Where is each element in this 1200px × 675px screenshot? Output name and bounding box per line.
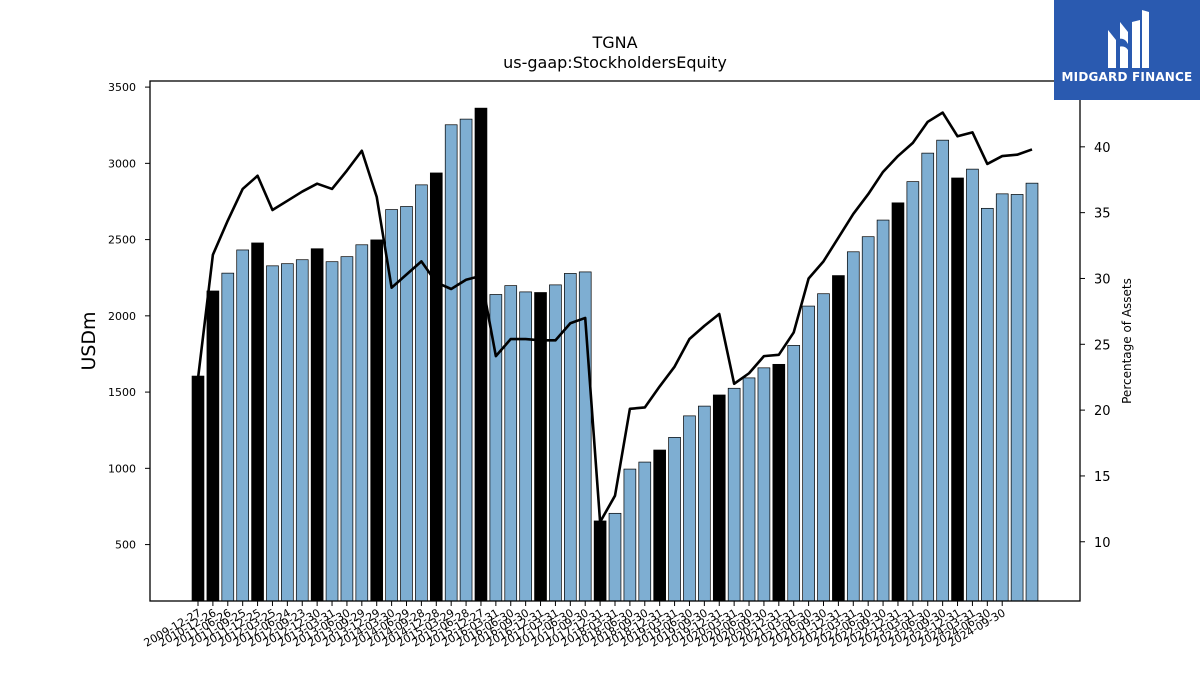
y2-tick-label: 10 xyxy=(1094,536,1111,551)
y2-axis-label: Percentage of Assets xyxy=(1120,278,1134,404)
logo-mark-icon xyxy=(1108,10,1149,68)
midgard-finance-logo: MIDGARD FINANCE xyxy=(1054,0,1200,100)
logo-text: MIDGARD FINANCE xyxy=(1061,70,1193,84)
bar xyxy=(1025,182,1039,602)
bar xyxy=(638,461,652,602)
bar xyxy=(191,375,205,602)
chart-title: TGNA xyxy=(591,33,637,52)
bar xyxy=(593,520,607,602)
bar xyxy=(921,152,935,602)
y-axis: 500 1000 1500 2000 2500 3000 3500 xyxy=(108,81,150,552)
y2-tick-label: 25 xyxy=(1094,338,1111,353)
bar xyxy=(966,168,979,602)
y-tick-label: 3000 xyxy=(108,157,136,170)
bar xyxy=(653,449,666,602)
y-tick-label: 2500 xyxy=(108,234,136,247)
bar xyxy=(355,244,369,602)
bar xyxy=(951,177,964,602)
y-tick-label: 500 xyxy=(115,539,136,552)
bar xyxy=(772,363,786,602)
bar xyxy=(310,248,324,602)
bar xyxy=(906,181,920,602)
bar xyxy=(1010,194,1024,602)
bar xyxy=(415,184,428,602)
bar xyxy=(832,275,845,602)
bar xyxy=(251,242,264,602)
chart-subtitle: us-gaap:StockholdersEquity xyxy=(503,53,727,72)
y-axis-label: USDm xyxy=(78,311,100,370)
bar xyxy=(742,377,756,602)
bar xyxy=(325,261,339,602)
bar xyxy=(861,236,875,602)
bar xyxy=(891,202,905,602)
bar xyxy=(340,256,354,602)
y2-tick-label: 15 xyxy=(1094,470,1111,485)
bar xyxy=(683,415,696,602)
bar xyxy=(370,239,384,602)
bar xyxy=(757,367,771,602)
x-axis: 2009-12-272010-12-262011-06-262011-09-25… xyxy=(142,601,1008,650)
y-tick-label: 3500 xyxy=(108,81,136,94)
bar xyxy=(817,293,830,602)
y2-axis: 10 15 20 25 30 35 40 xyxy=(1080,141,1111,551)
bar xyxy=(846,251,860,602)
bar xyxy=(295,259,309,602)
bar xyxy=(936,139,949,602)
bar xyxy=(668,437,681,602)
y2-tick-label: 20 xyxy=(1094,404,1111,419)
bar xyxy=(981,207,994,602)
y-tick-label: 1500 xyxy=(108,386,136,399)
y2-tick-label: 40 xyxy=(1094,141,1111,156)
bar xyxy=(221,272,235,602)
bar xyxy=(429,172,443,602)
bar xyxy=(236,249,249,602)
bar xyxy=(266,265,279,602)
bar xyxy=(206,290,220,602)
y-tick-label: 2000 xyxy=(108,310,136,323)
percentage-line xyxy=(196,111,1033,524)
y-tick-label: 1000 xyxy=(108,462,136,475)
bar xyxy=(444,124,458,602)
bar xyxy=(549,284,562,602)
bar xyxy=(995,193,1009,602)
bar xyxy=(608,512,622,602)
bar xyxy=(400,206,413,602)
bar xyxy=(623,468,637,602)
bar xyxy=(727,387,741,602)
y2-tick-label: 35 xyxy=(1094,207,1111,222)
bar xyxy=(504,285,518,602)
bar xyxy=(787,345,801,602)
bar xyxy=(281,263,294,602)
bar xyxy=(876,219,890,602)
bar xyxy=(698,405,711,602)
bar-group xyxy=(191,107,1039,602)
bar xyxy=(474,107,488,602)
bar xyxy=(459,118,473,602)
bar xyxy=(802,305,815,602)
y2-tick-label: 30 xyxy=(1094,272,1111,287)
bar xyxy=(712,394,726,602)
